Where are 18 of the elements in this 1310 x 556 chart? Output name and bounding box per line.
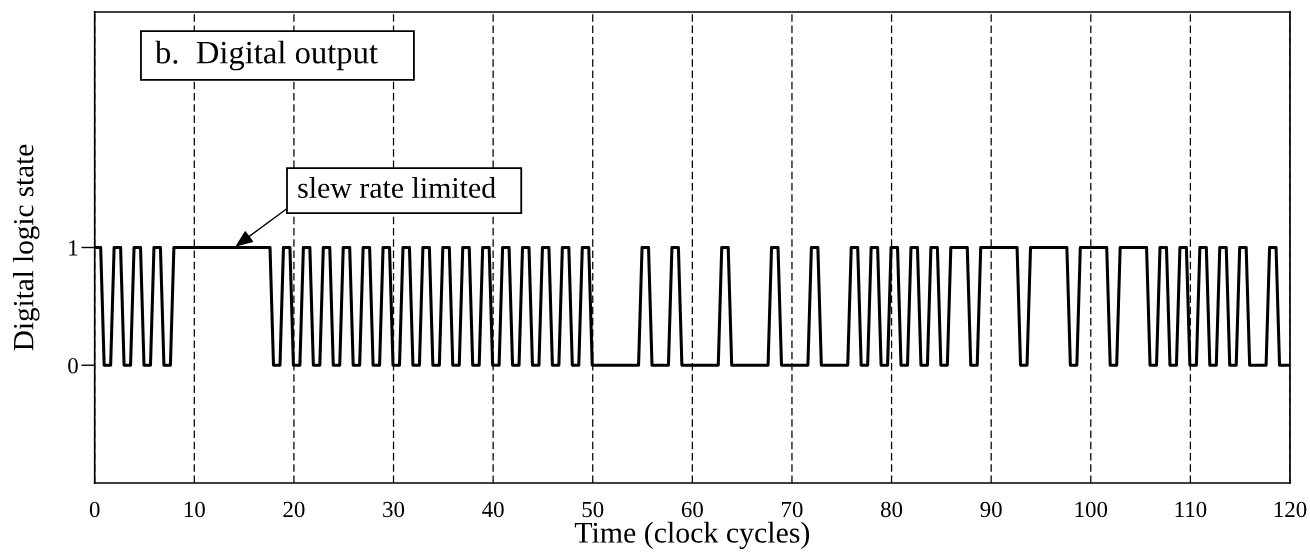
x-tick-label: 30 <box>383 501 405 518</box>
x-tick-label: 60 <box>681 501 703 518</box>
x-tick-label: 50 <box>582 501 604 518</box>
x-tick-label: 80 <box>880 501 903 518</box>
x-tick-label: 20 <box>283 501 305 518</box>
x-tick-label: 100 <box>1075 501 1108 518</box>
x-tick-label: 10 <box>184 501 205 518</box>
x-tick-label: 40 <box>482 501 504 518</box>
x-tick-label: 0 <box>89 501 100 518</box>
annotation: slew rate limited <box>298 177 496 199</box>
x-tick-label: 70 <box>782 501 803 518</box>
x-tick-label: 120 <box>1274 501 1307 518</box>
x-tick-label: 90 <box>980 501 1002 518</box>
x-tick-label: 110 <box>1175 501 1207 518</box>
y-tick-label: 1 <box>69 240 78 256</box>
text: b. Digital output <box>154 40 378 71</box>
y-axis-title: Digital logic state <box>12 144 40 351</box>
x-axis-title: Time (clock cycles) <box>574 521 810 549</box>
